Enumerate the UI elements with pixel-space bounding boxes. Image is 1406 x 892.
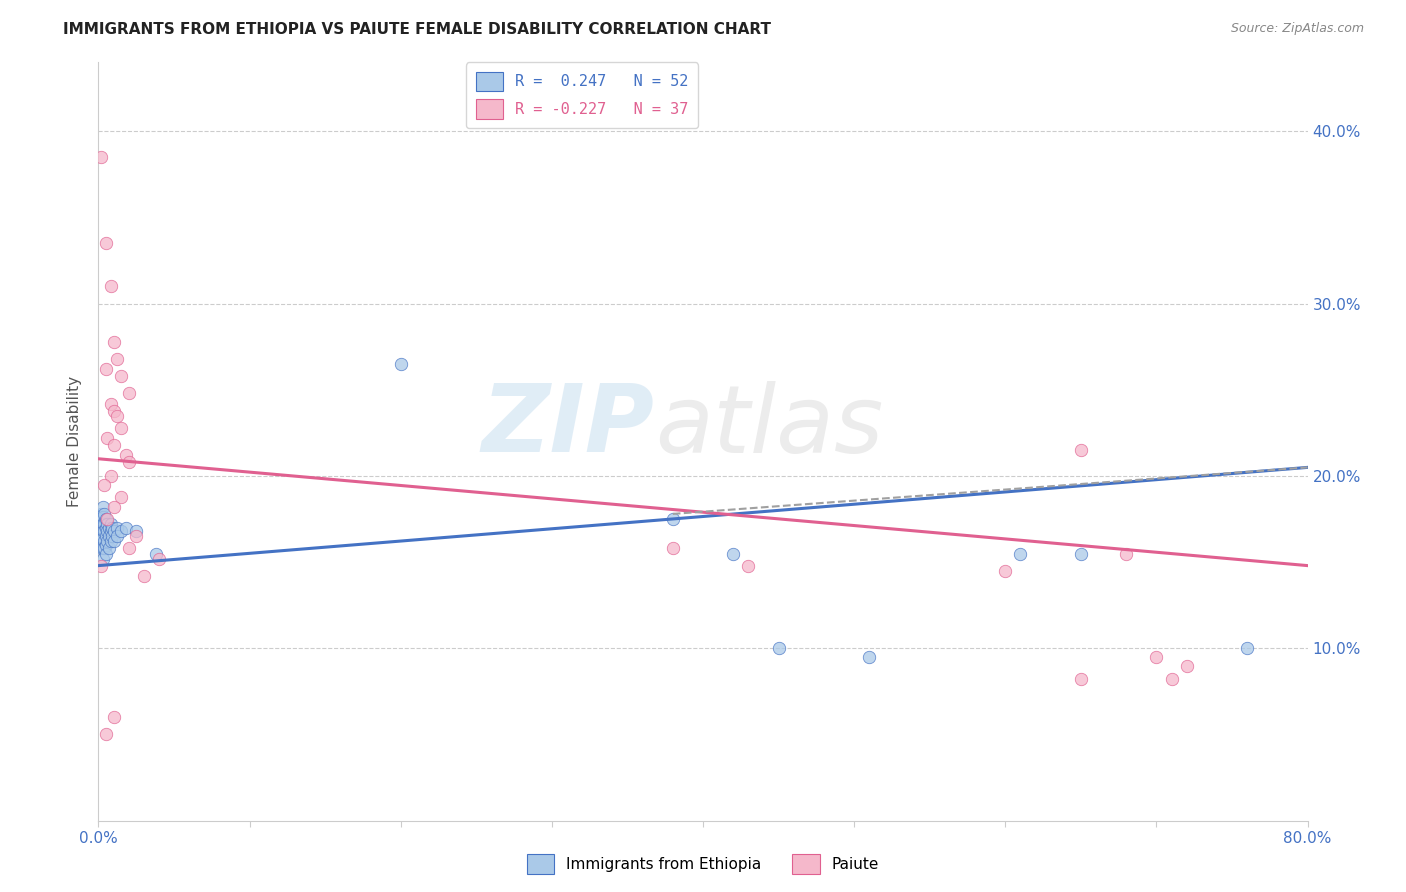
- Point: [89, 529, 111, 543]
- Point: [96, 431, 118, 445]
- Point: [94, 521, 117, 535]
- Point: [98, 521, 121, 535]
- Text: Source: ZipAtlas.com: Source: ZipAtlas.com: [1230, 22, 1364, 36]
- Point: [96, 534, 118, 549]
- Text: ZIP: ZIP: [482, 380, 655, 473]
- Point: [98, 541, 121, 556]
- Point: [858, 649, 880, 664]
- Point: [1236, 641, 1258, 656]
- Point: [96, 517, 118, 532]
- Point: [91, 500, 114, 514]
- Point: [1010, 547, 1032, 561]
- Point: [389, 357, 412, 371]
- Point: [1144, 649, 1167, 664]
- Point: [148, 551, 170, 566]
- Point: [661, 512, 683, 526]
- Point: [118, 541, 141, 556]
- Point: [114, 521, 136, 535]
- Point: [110, 369, 132, 384]
- Point: [125, 529, 148, 543]
- Point: [94, 727, 117, 741]
- Point: [93, 524, 115, 538]
- Point: [103, 524, 125, 538]
- Point: [90, 150, 112, 164]
- Point: [1160, 673, 1182, 687]
- Point: [90, 524, 112, 538]
- Point: [1115, 547, 1137, 561]
- Point: [93, 477, 115, 491]
- Point: [101, 521, 124, 535]
- Point: [110, 524, 132, 538]
- Point: [103, 403, 125, 417]
- Point: [91, 524, 114, 538]
- Point: [96, 524, 118, 538]
- Point: [98, 529, 121, 543]
- Point: [105, 351, 128, 366]
- Point: [100, 517, 122, 532]
- Point: [93, 517, 115, 532]
- Point: [110, 490, 132, 504]
- Point: [103, 438, 125, 452]
- Point: [93, 534, 115, 549]
- Point: [105, 529, 128, 543]
- Point: [90, 534, 112, 549]
- Point: [1070, 547, 1092, 561]
- Point: [114, 448, 136, 462]
- Point: [96, 512, 118, 526]
- Point: [1070, 673, 1092, 687]
- Legend: R =  0.247   N = 52, R = -0.227   N = 37: R = 0.247 N = 52, R = -0.227 N = 37: [467, 62, 697, 128]
- Point: [90, 517, 112, 532]
- Point: [90, 558, 112, 573]
- Point: [103, 710, 125, 724]
- Point: [100, 396, 122, 410]
- Point: [94, 362, 117, 376]
- Point: [132, 569, 155, 583]
- Point: [91, 510, 114, 524]
- Point: [100, 534, 122, 549]
- Point: [93, 541, 115, 556]
- Point: [94, 236, 117, 251]
- Point: [91, 541, 114, 556]
- Point: [145, 547, 167, 561]
- Point: [103, 500, 125, 514]
- Point: [125, 524, 148, 538]
- Point: [100, 524, 122, 538]
- Point: [101, 529, 124, 543]
- Point: [1070, 443, 1092, 458]
- Point: [91, 517, 114, 532]
- Point: [91, 531, 114, 545]
- Point: [100, 279, 122, 293]
- Point: [994, 564, 1017, 578]
- Point: [91, 551, 114, 566]
- Legend: Immigrants from Ethiopia, Paiute: Immigrants from Ethiopia, Paiute: [520, 848, 886, 880]
- Point: [737, 558, 759, 573]
- Point: [90, 507, 112, 521]
- Point: [93, 507, 115, 521]
- Point: [103, 334, 125, 349]
- Point: [118, 386, 141, 401]
- Point: [94, 538, 117, 552]
- Point: [89, 521, 111, 535]
- Text: IMMIGRANTS FROM ETHIOPIA VS PAIUTE FEMALE DISABILITY CORRELATION CHART: IMMIGRANTS FROM ETHIOPIA VS PAIUTE FEMAL…: [63, 22, 772, 37]
- Point: [94, 547, 117, 561]
- Point: [105, 409, 128, 423]
- Point: [1175, 658, 1198, 673]
- Point: [94, 529, 117, 543]
- Point: [100, 469, 122, 483]
- Point: [661, 541, 683, 556]
- Point: [110, 421, 132, 435]
- Point: [118, 455, 141, 469]
- Point: [723, 547, 745, 561]
- Point: [103, 534, 125, 549]
- Point: [90, 541, 112, 556]
- Point: [105, 521, 128, 535]
- Point: [94, 512, 117, 526]
- Text: atlas: atlas: [655, 381, 883, 472]
- Point: [89, 512, 111, 526]
- Y-axis label: Female Disability: Female Disability: [67, 376, 83, 508]
- Point: [768, 641, 790, 656]
